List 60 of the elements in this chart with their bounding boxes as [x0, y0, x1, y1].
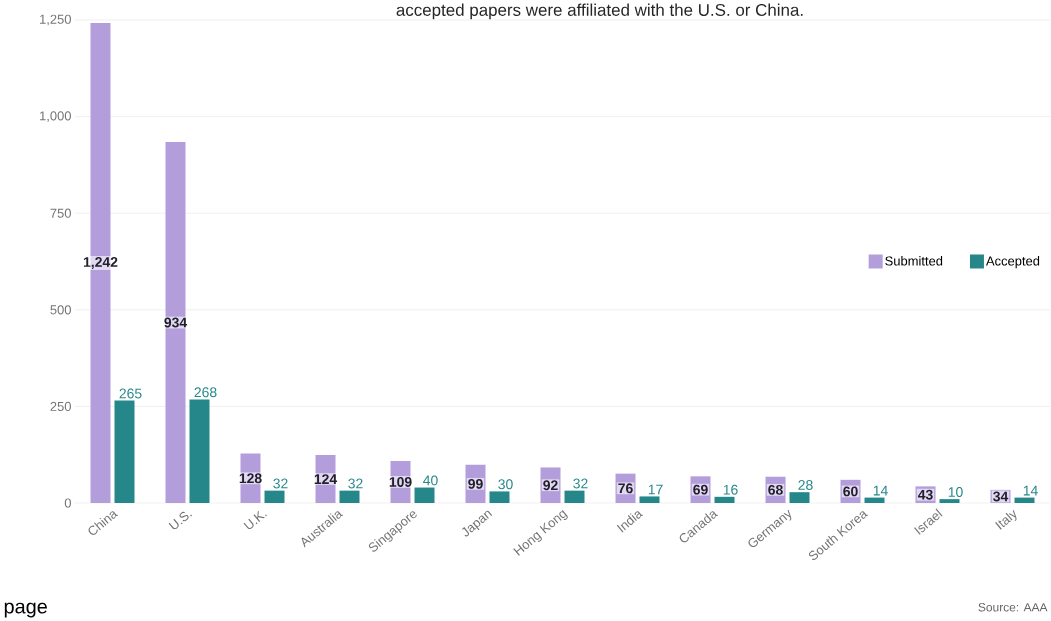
bar: [615, 473, 636, 503]
y-tick-label: 1,250: [40, 14, 71, 26]
data-label: 99: [468, 478, 483, 489]
y-tick-label: 1,000: [40, 111, 71, 122]
data-label: 60: [843, 486, 858, 497]
data-label: 69: [693, 484, 708, 495]
bar: [339, 490, 360, 503]
data-label: 28: [798, 480, 813, 490]
bar: [864, 497, 885, 503]
y-tick-label: 0: [64, 498, 71, 508]
data-label: 17: [648, 484, 663, 495]
data-label: 128: [239, 473, 262, 484]
data-label: 43: [917, 489, 933, 500]
bar: [540, 467, 561, 503]
bar: [564, 490, 585, 503]
bar: [714, 496, 735, 503]
bar: [465, 464, 486, 503]
data-label: 32: [273, 478, 288, 489]
bar: [165, 142, 186, 503]
legend-label: Accepted: [985, 256, 1040, 269]
bar: [1014, 497, 1035, 503]
bar: [414, 487, 435, 503]
data-label: 268: [194, 387, 217, 398]
data-label: 34: [993, 491, 1009, 502]
data-label: 40: [423, 475, 438, 486]
x-tick-label: U.S.: [168, 511, 192, 530]
x-tick-label: India: [616, 511, 644, 533]
data-label: 934: [164, 317, 188, 328]
y-tick-label: 500: [50, 305, 71, 315]
data-label: 92: [543, 480, 558, 491]
data-label: 10: [948, 487, 963, 497]
bar: [639, 496, 660, 503]
data-label: 30: [498, 479, 513, 490]
chart-title: accepted papers were affiliated with the U.S. or China.: [396, 3, 803, 20]
data-label: 265: [119, 388, 142, 399]
x-tick-label: Italy: [995, 509, 1017, 530]
bar: [315, 455, 336, 503]
bar: [690, 476, 711, 503]
data-label: 14: [873, 485, 888, 496]
source-note: Source: AAA: [978, 603, 1048, 612]
y-tick-label: 750: [50, 208, 71, 218]
data-label: 32: [348, 478, 363, 489]
data-label: 68: [768, 484, 783, 495]
text: page: [4, 602, 47, 618]
bar: [114, 400, 135, 503]
bar: [189, 399, 210, 503]
data-label: 32: [573, 478, 588, 489]
data-label: 124: [314, 474, 338, 484]
legend-label: Submitted: [885, 256, 943, 266]
data-label: 16: [723, 484, 738, 495]
y-tick-label: 250: [50, 401, 71, 411]
bar: [489, 491, 510, 503]
bar: [939, 499, 960, 503]
data-label: 109: [389, 476, 412, 487]
bar: [789, 492, 810, 503]
data-label: 1,242: [83, 257, 118, 269]
bar: [264, 490, 285, 503]
x-tick-label: U.K.: [243, 510, 267, 530]
data-label: 76: [618, 483, 633, 494]
data-label: 14: [1023, 485, 1038, 496]
